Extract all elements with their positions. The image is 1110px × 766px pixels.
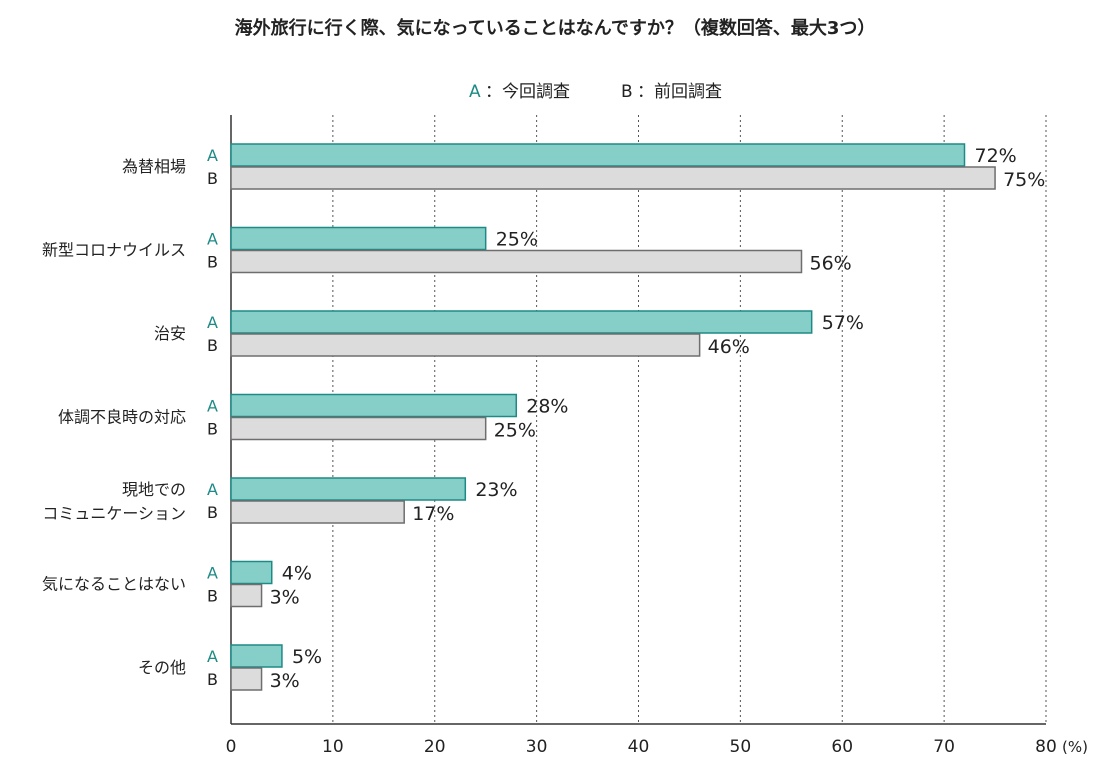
bar-series-b — [230, 166, 996, 190]
series-key-b: B — [207, 169, 218, 188]
bar-series-a — [230, 644, 283, 668]
x-tick-label: 20 — [424, 737, 446, 757]
x-tick-label: 40 — [628, 737, 650, 757]
series-key-a: A — [207, 480, 218, 499]
data-label-a: 25% — [496, 229, 538, 251]
bar-series-b — [230, 249, 803, 274]
data-label-b: 3% — [270, 587, 300, 609]
data-label-a: 72% — [975, 145, 1017, 167]
data-label-a: 57% — [822, 312, 864, 334]
category-label: 為替相場 — [122, 157, 186, 176]
x-tick-label: 30 — [526, 737, 548, 757]
data-label-a: 23% — [475, 479, 517, 501]
data-label-a: 5% — [292, 646, 322, 668]
bar-series-a — [230, 560, 273, 585]
series-key-a: A — [207, 397, 218, 416]
series-key-b: B — [207, 253, 218, 272]
category-label: 気になることはない — [42, 575, 186, 594]
data-label-b: 25% — [494, 420, 536, 442]
series-key-b: B — [207, 420, 218, 439]
data-label-b: 75% — [1003, 169, 1045, 191]
bar-series-a — [230, 226, 487, 251]
data-label-b: 56% — [810, 253, 852, 275]
data-label-b: 17% — [412, 503, 454, 525]
legend-a-key: A — [469, 82, 481, 102]
data-label-a: 28% — [526, 396, 568, 418]
series-key-a: A — [207, 230, 218, 249]
series-key-b: B — [207, 670, 218, 689]
bar-series-b — [230, 416, 487, 441]
series-key-a: A — [207, 647, 218, 666]
series-key-b: B — [207, 336, 218, 355]
series-key-b: B — [207, 503, 218, 522]
category-label: 体調不良時の対応 — [58, 408, 186, 427]
legend-b-key: B — [621, 82, 633, 102]
category-label: コミュニケーション — [42, 504, 186, 523]
category-label: 現地での — [122, 480, 186, 499]
data-label-b: 46% — [708, 336, 750, 358]
series-key-a: A — [207, 146, 218, 165]
bar-series-b — [230, 500, 405, 524]
legend-a-label: ：今回調査 — [485, 82, 570, 102]
category-label: 治安 — [154, 324, 186, 343]
bar-series-a — [230, 143, 966, 167]
category-label: 新型コロナウイルス — [42, 241, 186, 260]
chart-title: 海外旅行に行く際、気になっていることはなんですか？（複数回答、最大3つ） — [234, 18, 876, 39]
x-tick-label: 10 — [322, 737, 344, 757]
bar-series-a — [230, 310, 813, 334]
bar-series-a — [230, 393, 517, 418]
x-tick-label: 80 — [1035, 737, 1057, 757]
x-tick-label: 50 — [730, 737, 752, 757]
legend-b-label: ：前回調査 — [637, 82, 722, 102]
data-label-b: 3% — [270, 670, 300, 692]
bar-series-a — [230, 477, 467, 501]
series-key-a: A — [207, 313, 218, 332]
series-key-a: A — [207, 564, 218, 583]
bar-series-b — [230, 333, 701, 357]
bar-series-b — [230, 583, 263, 608]
unit-label: (%) — [1062, 738, 1088, 756]
series-key-b: B — [207, 587, 218, 606]
x-tick-label: 60 — [831, 737, 853, 757]
data-label-a: 4% — [282, 563, 312, 585]
x-tick-label: 0 — [226, 737, 237, 757]
category-label: その他 — [138, 658, 186, 677]
bar-series-b — [230, 667, 263, 691]
x-tick-label: 70 — [933, 737, 955, 757]
